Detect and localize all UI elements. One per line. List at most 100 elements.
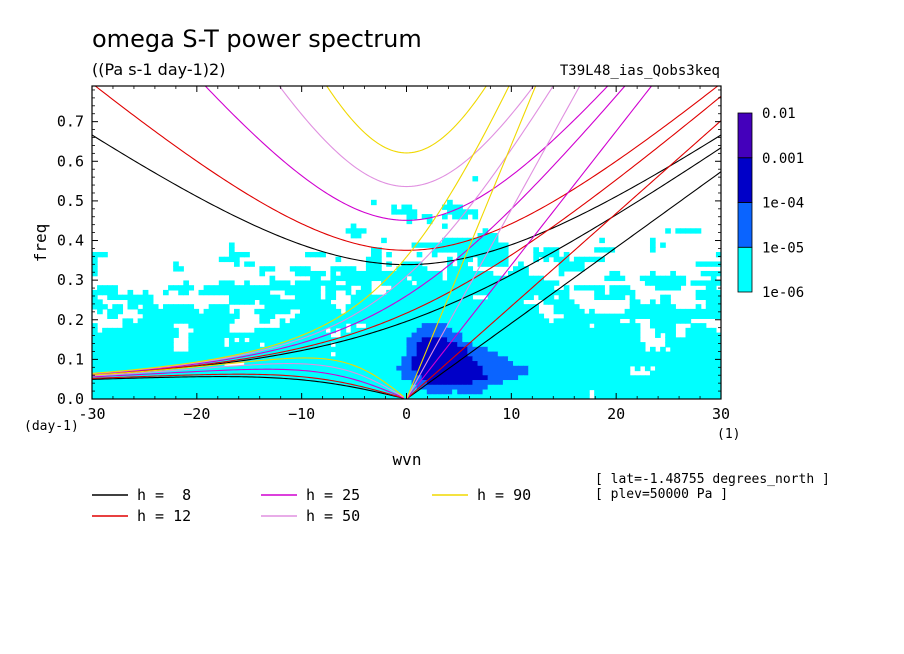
heat-cell: [213, 389, 220, 395]
heat-cell: [345, 380, 352, 386]
heat-cell: [360, 285, 367, 291]
heat-cell: [396, 275, 403, 282]
heat-cell: [649, 313, 656, 319]
heat-cell: [649, 361, 656, 367]
heat-cell: [239, 389, 245, 395]
heat-cell: [254, 327, 260, 334]
heat-cell: [163, 304, 169, 310]
heat-cell: [482, 275, 489, 282]
heat-cell: [142, 304, 149, 310]
heat-cell: [563, 365, 570, 372]
heat-cell: [639, 351, 646, 357]
heat-cell: [218, 327, 225, 334]
heat-cell: [558, 332, 565, 338]
heat-cell: [462, 365, 468, 372]
heat-cell: [624, 332, 631, 338]
heat-cell: [102, 332, 108, 338]
heat-cell: [421, 337, 428, 343]
heat-cell: [228, 318, 235, 324]
heat-cell: [330, 266, 337, 272]
heat-cell: [507, 332, 514, 338]
heat-cell: [710, 332, 717, 338]
heat-cell: [492, 356, 499, 362]
heat-cell: [715, 394, 721, 399]
heat-cell: [528, 370, 534, 376]
heat-cell: [173, 384, 179, 391]
heat-cell: [386, 394, 392, 399]
heat-cell: [92, 266, 98, 272]
heat-cell: [340, 285, 347, 291]
heat-cell: [228, 247, 235, 253]
heat-cell: [431, 346, 438, 353]
dispersion-curve-h8: [92, 376, 405, 399]
heat-cell: [416, 280, 423, 286]
heat-cell: [310, 299, 316, 305]
heat-cell: [513, 365, 519, 372]
heat-cell: [558, 256, 565, 263]
heat-cell: [589, 342, 595, 348]
heat-cell: [452, 304, 458, 310]
heat-cell: [223, 304, 230, 310]
heat-cell: [228, 285, 235, 291]
heat-cell: [629, 327, 636, 334]
heat-cell: [436, 332, 443, 338]
heat-cell: [264, 313, 271, 319]
heat-cell: [335, 256, 342, 263]
heat-cell: [558, 351, 565, 357]
heat-cell: [584, 370, 590, 376]
heat-cell: [573, 304, 580, 310]
heat-cell: [426, 285, 433, 291]
heat-cell: [183, 351, 189, 357]
heat-cell: [604, 318, 610, 324]
heat-cell: [477, 261, 484, 267]
heat-cell: [254, 380, 260, 386]
heat-cell: [558, 370, 565, 376]
heat-cell: [462, 384, 468, 391]
heat-cell: [345, 365, 352, 372]
heat-cell: [644, 389, 651, 395]
heat-cell: [472, 237, 479, 244]
heat-cell: [127, 294, 134, 301]
heat-cell: [452, 342, 458, 348]
heat-cell: [269, 294, 276, 301]
heat-cell: [467, 247, 474, 253]
heat-cell: [467, 356, 474, 362]
heat-cell: [97, 394, 103, 399]
heat-cell: [406, 304, 413, 310]
heat-cell: [442, 285, 448, 291]
heat-cell: [467, 346, 474, 353]
heat-cell: [264, 299, 271, 305]
heat-cell: [482, 327, 489, 334]
heat-cell: [629, 299, 636, 305]
heat-cell: [472, 380, 479, 386]
heat-cell: [107, 285, 113, 291]
heat-cell: [655, 380, 661, 386]
heat-cell: [365, 327, 372, 334]
heat-cell: [218, 337, 225, 343]
heat-cell: [447, 247, 453, 253]
heat-cell: [173, 261, 179, 267]
heat-cell: [360, 370, 367, 376]
heat-cell: [599, 370, 605, 376]
heat-cell: [168, 394, 174, 399]
heat-cell: [639, 389, 646, 395]
heat-cell: [168, 337, 174, 343]
heat-cell: [152, 327, 159, 334]
heat-cell: [376, 394, 382, 399]
heat-cell: [107, 327, 113, 334]
heat-cell: [558, 289, 565, 296]
heat-cell: [426, 218, 433, 225]
heat-cell: [137, 346, 144, 353]
heat-cell: [705, 380, 712, 386]
heat-cell: [203, 346, 210, 353]
heat-cell: [543, 380, 550, 386]
heat-cell: [528, 356, 534, 362]
heat-cell: [411, 299, 418, 305]
heat-cell: [325, 389, 332, 395]
heat-cell: [406, 384, 413, 391]
heat-cell: [401, 313, 408, 319]
heat-cell: [700, 375, 707, 381]
heat-cell: [223, 313, 230, 319]
heat-cell: [492, 299, 499, 305]
heat-cell: [269, 308, 276, 315]
